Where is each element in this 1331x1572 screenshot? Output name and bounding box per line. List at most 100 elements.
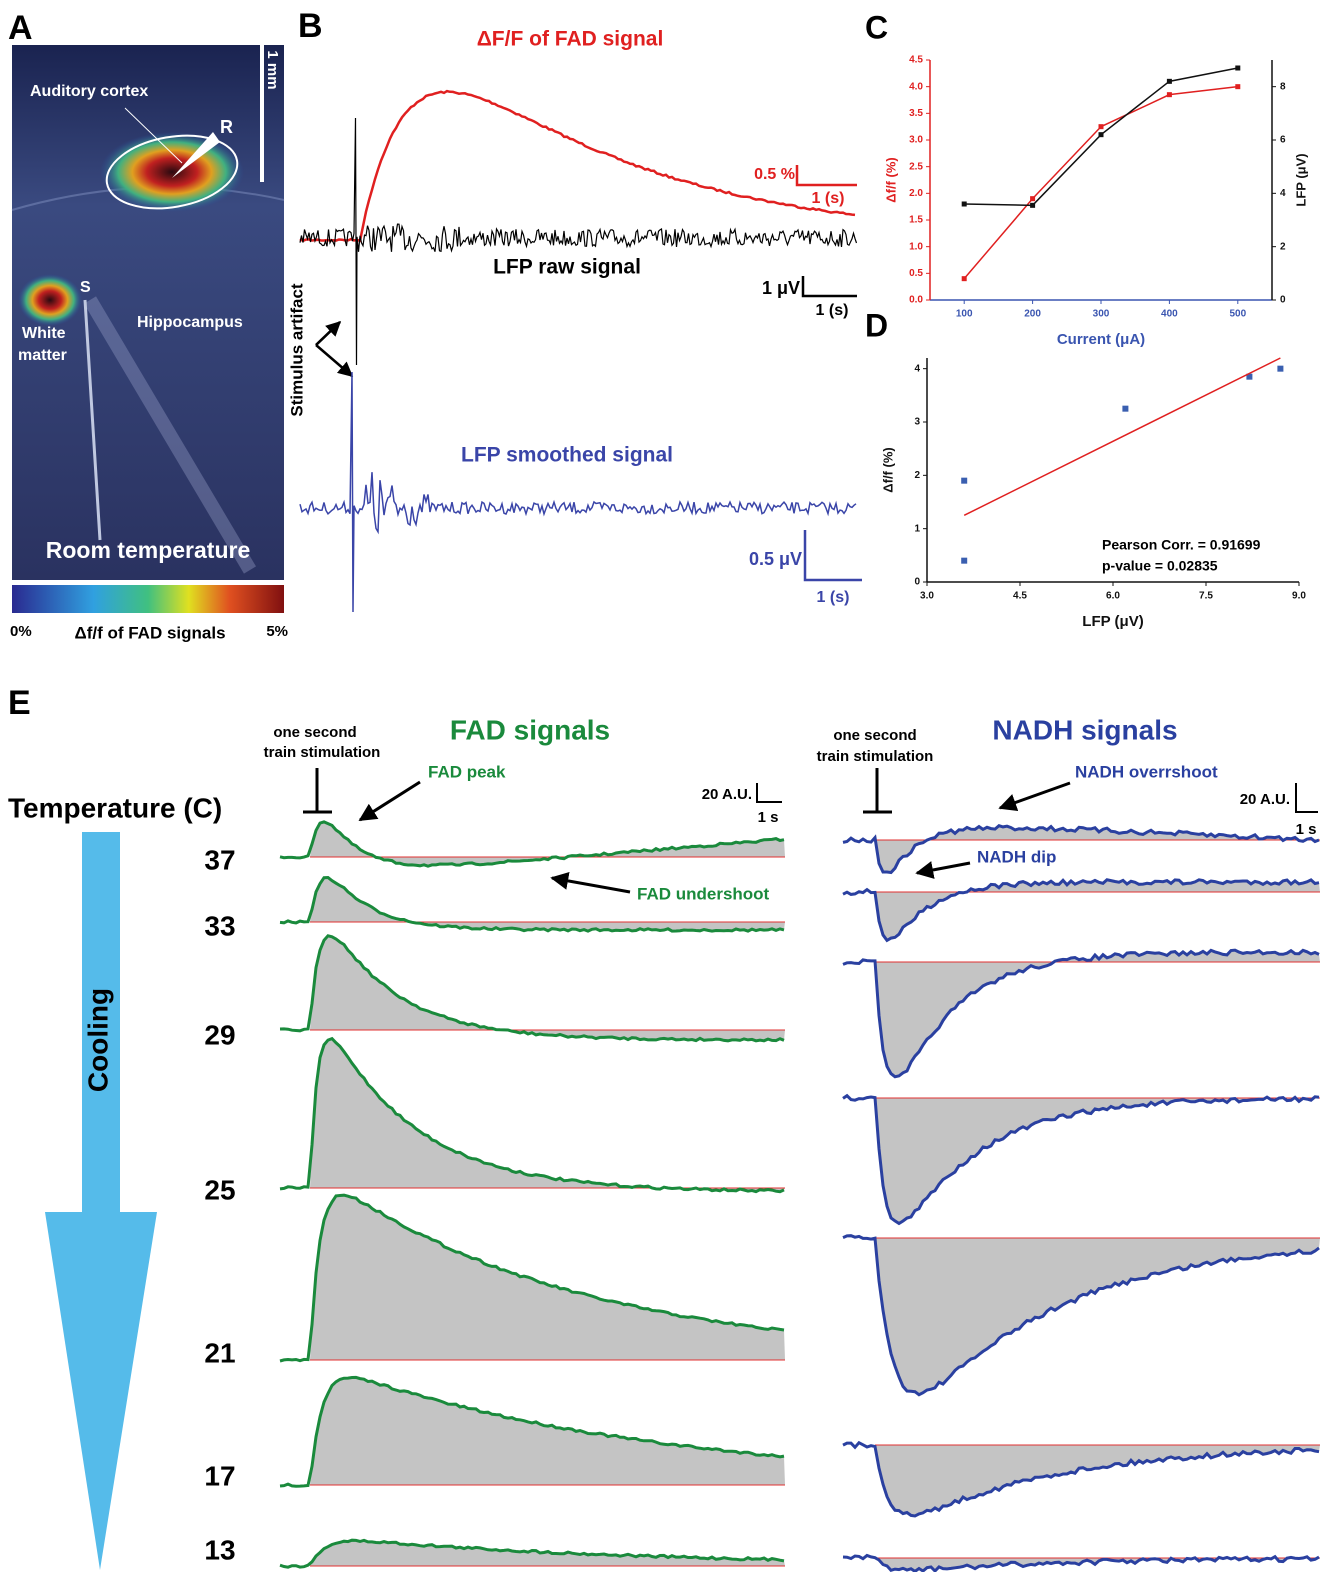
scale-bar <box>795 165 857 187</box>
point <box>961 201 967 207</box>
response-area <box>310 1038 785 1192</box>
scale-label: 1 (s) <box>812 190 845 207</box>
x-tick-label: 3.0 <box>920 591 934 602</box>
scale-label: 1 s <box>758 809 779 826</box>
cooling-arrow <box>82 832 120 1212</box>
point <box>1098 124 1104 130</box>
signal-trace <box>842 878 1320 943</box>
x-tick-label: 9.0 <box>1292 591 1306 602</box>
y-tick-label: 0.0 <box>909 295 923 306</box>
region-label: Hippocampus <box>137 314 243 331</box>
lfp-smooth-trace <box>299 371 857 613</box>
y2-tick-label: 0 <box>1280 295 1286 306</box>
y2-tick-label: 8 <box>1280 81 1286 92</box>
x-axis-title: LFP (μV) <box>1082 613 1143 630</box>
stim-label: one second <box>833 727 916 744</box>
trace-title: FAD signals <box>450 714 610 745</box>
y-tick-label: 4.5 <box>909 55 923 66</box>
axis-title: Temperature (C) <box>8 792 222 823</box>
point <box>1166 78 1172 84</box>
x-tick-label: 400 <box>1161 309 1178 320</box>
y2-tick-label: 4 <box>1280 188 1286 199</box>
y2-tick-label: 6 <box>1280 135 1286 146</box>
trace-title: LFP raw signal <box>493 256 641 279</box>
temperature-label: 37 <box>204 844 235 875</box>
signal-trace <box>279 1538 785 1569</box>
trace-title: ΔF/F of FAD signal <box>477 28 664 51</box>
region-label: matter <box>18 347 67 364</box>
panel-label: D <box>865 307 888 343</box>
x-tick-label: 4.5 <box>1013 591 1027 602</box>
fad-trace <box>299 89 856 243</box>
scale-label: 1 μV <box>762 278 800 298</box>
response-area <box>875 825 1320 873</box>
annotation: FAD peak <box>428 762 506 781</box>
stim-label: train stimulation <box>817 748 934 765</box>
colorbar-title: Δf/f of FAD signals <box>74 623 225 642</box>
y-tick-label: 1 <box>914 523 920 534</box>
y-axis-title: Δf/f (%) <box>883 157 898 202</box>
x-tick-label: 100 <box>956 309 973 320</box>
y-tick-label: 2.5 <box>909 161 923 172</box>
response-area <box>875 879 1320 941</box>
lfp-raw-trace <box>299 117 858 366</box>
signal-trace <box>279 875 785 933</box>
point <box>1246 373 1253 380</box>
colorbar <box>12 585 284 613</box>
heat-spot <box>100 132 244 212</box>
x-tick-label: 6.0 <box>1106 591 1120 602</box>
point <box>1235 65 1241 71</box>
stim-label: one second <box>273 724 356 741</box>
stim-marker <box>863 768 892 814</box>
y-axis-title: Δf/f (%) <box>880 447 895 492</box>
scale-label: 1 (s) <box>817 589 850 606</box>
signal-trace <box>279 1193 785 1363</box>
scale-bar <box>1295 783 1318 813</box>
response-area <box>310 1195 785 1360</box>
y-tick-label: 1.0 <box>909 241 923 252</box>
scale-label: 1 mm <box>264 50 281 89</box>
annotation: Stimulus artifact <box>287 283 306 417</box>
temperature-label: 29 <box>204 1019 235 1050</box>
response-area <box>310 1377 785 1485</box>
arrow-label: Cooling <box>82 988 113 1092</box>
y-tick-label: 2.0 <box>909 188 923 199</box>
electrode-r <box>172 132 220 178</box>
signal-trace <box>842 948 1320 1079</box>
point <box>961 276 967 282</box>
heat-spot <box>18 274 82 326</box>
scale-label: 1 (s) <box>816 302 849 319</box>
signal-trace <box>279 934 785 1043</box>
response-area <box>310 821 785 867</box>
point <box>961 557 968 564</box>
stim-label: train stimulation <box>264 744 381 761</box>
signal-trace <box>842 1553 1320 1572</box>
x-tick-label: 300 <box>1093 309 1110 320</box>
temperature-labels: 37 33 29 25 21 17 13 <box>204 844 235 1565</box>
point <box>1122 405 1129 412</box>
temperature-label: 21 <box>204 1337 235 1368</box>
response-area <box>875 1238 1320 1395</box>
point <box>1166 92 1172 98</box>
signal-trace <box>279 820 785 868</box>
region-label: Auditory cortex <box>30 83 148 100</box>
arrow <box>315 320 342 346</box>
response-area <box>310 877 785 932</box>
scale-bar <box>801 276 857 298</box>
point <box>1030 196 1036 202</box>
annotation: FAD undershoot <box>637 884 770 903</box>
response-area <box>875 1556 1320 1572</box>
fit-line <box>963 357 1281 517</box>
scale-label: 20 A.U. <box>702 786 752 803</box>
signal-trace <box>279 1036 785 1194</box>
signal-trace <box>842 1234 1320 1397</box>
x-axis-title: Current (μA) <box>1057 331 1145 348</box>
response-area <box>875 1445 1320 1516</box>
y-tick-label: 3 <box>914 417 920 428</box>
y2-tick-label: 2 <box>1280 241 1286 252</box>
region-outline <box>105 134 239 210</box>
point <box>1030 202 1036 208</box>
point <box>1235 84 1241 90</box>
point <box>1277 365 1284 372</box>
